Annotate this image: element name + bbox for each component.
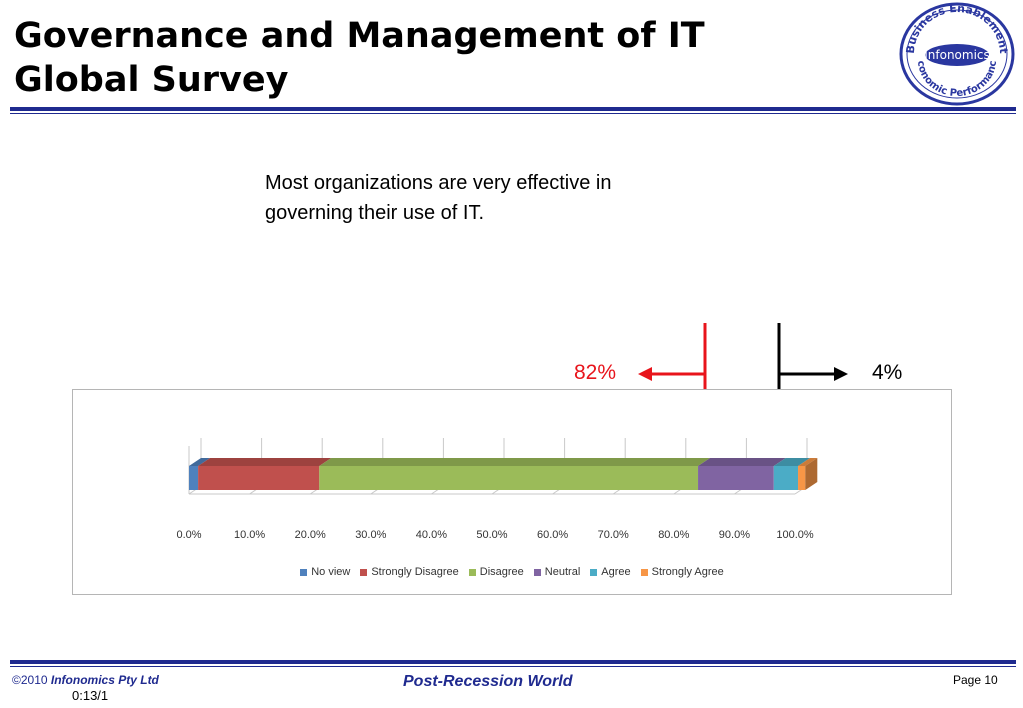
slide-title-line1: Governance and Management of IT — [14, 16, 705, 56]
x-tick-label: 100.0% — [776, 529, 814, 541]
chart-legend: No view Strongly Disagree Disagree Neutral A… — [73, 566, 951, 578]
legend-label: No view — [311, 566, 351, 578]
legend-item: Strongly Agree — [640, 566, 724, 578]
legend-item: No view — [300, 566, 350, 578]
footer-rule-thin — [10, 666, 1016, 667]
slide-title: Governance and Management of IT Global S… — [14, 14, 705, 102]
bar-segment-strongly-disagree — [198, 466, 320, 490]
bar-segment-top-neutral — [698, 458, 786, 466]
infonomics-logo: Business Enablement Infonomics Economic … — [898, 2, 1015, 106]
bar-segment-top-strongly-agree — [798, 458, 818, 466]
slide-title-line2: Global Survey — [14, 60, 289, 100]
x-tick-label: 30.0% — [355, 529, 386, 541]
x-tick-label: 0.0% — [176, 529, 201, 541]
footer-center-title: Post-Recession World — [403, 673, 573, 690]
callout-4-arrowhead — [834, 367, 848, 381]
callout-82-arrowhead — [638, 367, 652, 381]
company-name: Infonomics Pty Ltd — [50, 673, 159, 687]
headline-text: Most organizations are very effective in… — [265, 172, 612, 224]
legend-label: Strongly Agree — [651, 566, 724, 578]
bar-segment-top-agree — [773, 458, 811, 466]
x-tick-label: 70.0% — [598, 529, 629, 541]
legend-swatch — [533, 568, 541, 576]
x-tick-label: 10.0% — [234, 529, 265, 541]
legend-item: Agree — [590, 566, 631, 578]
footer-rule — [10, 660, 1016, 664]
x-tick-label: 50.0% — [476, 529, 507, 541]
bar-segment-top-strongly-disagree — [198, 458, 332, 466]
x-tick-label: 90.0% — [719, 529, 750, 541]
legend-swatch — [590, 568, 598, 576]
chart-container: 0.0% 10.0% 20.0% 30.0% 40.0% 50.0% 60.0% 70.0% 8… — [72, 389, 952, 595]
x-tick-label: 40.0% — [416, 529, 447, 541]
logo-center-text: Infonomics — [924, 48, 990, 62]
header-rule-thin — [10, 113, 1016, 114]
bar-segment-disagree — [319, 466, 699, 490]
legend-label: Disagree — [479, 566, 524, 578]
bar-segment-strongly-agree — [798, 466, 806, 490]
legend-swatch — [640, 568, 648, 576]
header-rule — [10, 107, 1016, 111]
bar-segment-no-view — [189, 466, 199, 490]
bar-segment-neutral — [698, 466, 774, 490]
legend-label: Agree — [601, 566, 631, 578]
x-tick-label: 60.0% — [537, 529, 568, 541]
x-tick-label: 20.0% — [295, 529, 326, 541]
bar-end-face — [805, 458, 818, 490]
bar-segment-agree — [773, 466, 799, 490]
legend-label: Strongly Disagree — [371, 566, 459, 578]
legend-swatch — [468, 568, 476, 576]
legend-item: Strongly Disagree — [360, 566, 459, 578]
legend-swatch — [300, 568, 308, 576]
page-number: Page 10 — [953, 673, 998, 687]
legend-label: Neutral — [544, 566, 581, 578]
stacked-bar-chart: 0.0% 10.0% 20.0% 30.0% 40.0% 50.0% 60.0% 70.0% 8… — [176, 438, 818, 541]
x-tick-label: 80.0% — [658, 529, 689, 541]
footer-copyright: ©2010 Infonomics Pty Ltd — [12, 673, 159, 687]
legend-item: Neutral — [533, 566, 581, 578]
legend-swatch — [360, 568, 368, 576]
copyright-year: ©2010 — [12, 673, 48, 687]
bar-segment-top-no-view — [189, 458, 211, 466]
bar-segment-top-disagree — [319, 458, 711, 466]
legend-item: Disagree — [468, 566, 524, 578]
callout-4-label: 4% — [872, 361, 903, 384]
footer-code: 0:13/1 — [72, 688, 109, 703]
callout-82-label: 82% — [574, 361, 617, 384]
